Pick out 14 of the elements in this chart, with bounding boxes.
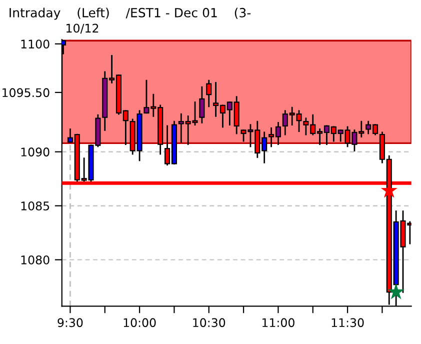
- x-tick-label: 10:00: [124, 318, 156, 328]
- y-tick-label: 1085: [21, 202, 50, 210]
- candlestick: [206, 80, 212, 108]
- x-tick-label: 11:00: [262, 318, 294, 328]
- y-tick-label: 1100: [21, 40, 50, 49]
- text: 10/12: [66, 24, 98, 34]
- x-tick-label: 10:30: [193, 318, 226, 328]
- chart-title: Intraday (Left) /EST1 - Dec 01 (3-: [10, 8, 251, 20]
- x-tick-label: 9:30: [58, 318, 83, 328]
- y-tick-label: 1095.50: [2, 88, 50, 98]
- y-tick-label: 1080: [21, 255, 50, 264]
- x-tick-label: 11:30: [332, 318, 364, 328]
- candlestick: [199, 86, 205, 124]
- y-tick-label: 1090: [21, 148, 50, 156]
